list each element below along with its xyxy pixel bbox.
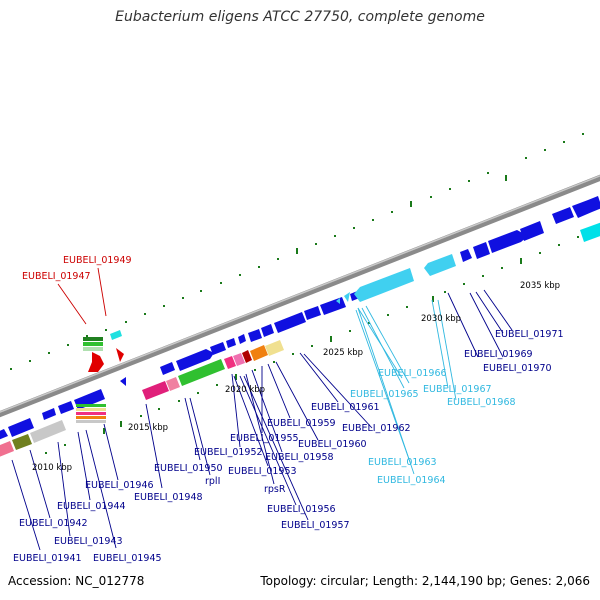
scale-label-2025: 2025 kbp xyxy=(323,348,363,358)
scale-label-2030: 2030 kbp xyxy=(421,314,461,324)
gene-label: EUBELI_01969 xyxy=(464,349,533,360)
gene-label: EUBELI_01949 xyxy=(63,255,132,266)
gene-label: EUBELI_01959 xyxy=(267,418,336,429)
gene-label: EUBELI_01943 xyxy=(54,536,123,547)
gene-label: EUBELI_01963 xyxy=(368,457,437,468)
gene-label: EUBELI_01971 xyxy=(495,329,564,340)
gene-label: rplI xyxy=(205,476,220,487)
gene-label: rpsR xyxy=(264,484,286,495)
gene-labels: EUBELI_01949 EUBELI_01947 EUBELI_01971 E… xyxy=(13,255,564,564)
feature-stack-01947 xyxy=(83,330,124,372)
gene-label: EUBELI_01962 xyxy=(342,423,411,434)
gene-label: EUBELI_01942 xyxy=(19,518,88,529)
reverse-strand-genes xyxy=(0,254,456,457)
scale-label-2035: 2035 kbp xyxy=(520,281,560,291)
gene-label: EUBELI_01947 xyxy=(22,271,91,282)
gene-label: EUBELI_01958 xyxy=(265,452,334,463)
inner-dot-track xyxy=(45,236,579,454)
gene-label: EUBELI_01967 xyxy=(423,384,492,395)
gene-label: EUBELI_01941 xyxy=(13,553,82,564)
gene-label: EUBELI_01952 xyxy=(194,447,263,458)
gene-label: EUBELI_01960 xyxy=(298,439,367,450)
scale-label-2015: 2015 kbp xyxy=(128,423,168,433)
scale-label-2020: 2020 kbp xyxy=(225,385,265,395)
scale-labels: 2010 kbp 2015 kbp 2020 kbp 2025 kbp 2030… xyxy=(32,281,560,473)
gene-label: EUBELI_01961 xyxy=(311,402,380,413)
gene-label: EUBELI_01944 xyxy=(57,501,126,512)
genome-backbone xyxy=(0,174,600,418)
scale-label-2010: 2010 kbp xyxy=(32,463,72,473)
gene-label: EUBELI_01965 xyxy=(350,389,419,400)
topology-label: Topology: circular; Length: 2,144,190 bp… xyxy=(260,574,590,588)
gene-label: EUBELI_01946 xyxy=(85,480,154,491)
gene-label: EUBELI_01956 xyxy=(267,504,336,515)
gene-label: EUBELI_01966 xyxy=(378,368,447,379)
outer-dot-track xyxy=(10,133,584,370)
gene-label: EUBELI_01968 xyxy=(447,397,516,408)
gene-label: EUBELI_01970 xyxy=(483,363,552,374)
feature-stack-01946 xyxy=(76,404,106,423)
cyan-gene-topright xyxy=(580,222,600,242)
gene-label: EUBELI_01957 xyxy=(281,520,350,531)
gene-label: EUBELI_01955 xyxy=(230,433,299,444)
gene-label: EUBELI_01953 xyxy=(228,466,297,477)
gene-label: EUBELI_01950 xyxy=(154,463,223,474)
genome-title: Eubacterium eligens ATCC 27750, complete… xyxy=(115,9,485,25)
gene-label: EUBELI_01945 xyxy=(93,553,162,564)
accession-label: Accession: NC_012778 xyxy=(8,574,145,588)
gene-label: EUBELI_01948 xyxy=(134,492,203,503)
gene-label: EUBELI_01964 xyxy=(377,475,446,486)
label-leader-lines xyxy=(11,267,513,551)
